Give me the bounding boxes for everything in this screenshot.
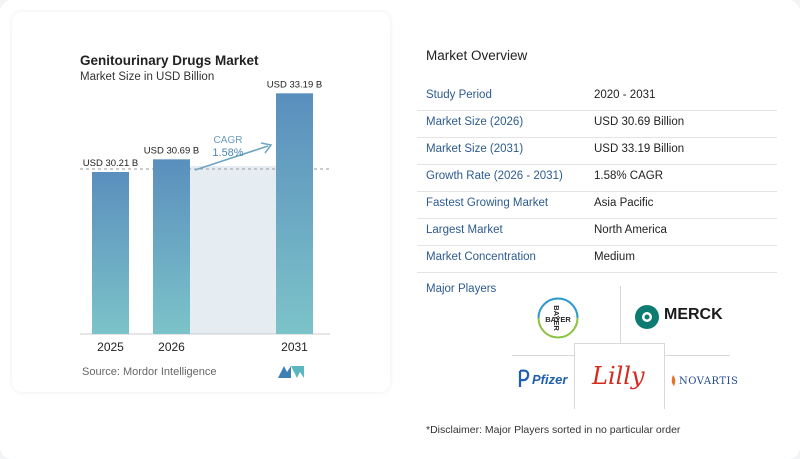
data-label-2025: USD 30.21 B xyxy=(83,158,138,169)
svg-text:BAYER: BAYER xyxy=(545,315,571,324)
row-value: USD 30.69 Billion xyxy=(594,116,685,128)
lilly-logo: Lilly xyxy=(592,362,645,390)
pfizer-logo-text: Pfizer xyxy=(532,372,568,387)
row-value: 1.58% CAGR xyxy=(594,170,664,182)
chart-title: Genitourinary Drugs Market xyxy=(80,53,259,68)
overview-row-study-period: Study Period 2020 - 2031 xyxy=(417,84,777,111)
row-key: Study Period xyxy=(426,89,492,101)
cagr-value: 1.58% xyxy=(212,147,243,159)
x-tick-2026: 2026 xyxy=(158,340,185,354)
row-key: Market Concentration xyxy=(426,251,536,263)
divider xyxy=(574,343,575,409)
cagr-arrow-line xyxy=(194,145,269,171)
merck-logo-icon xyxy=(635,305,659,329)
divider xyxy=(512,355,574,356)
divider xyxy=(664,343,665,409)
row-value: North America xyxy=(594,224,667,236)
bayer-logo-icon: BAYER BAYER xyxy=(537,297,579,339)
row-value: Asia Pacific xyxy=(594,197,654,209)
bar-chart: USD 30.21 B 2025 USD 30.69 B 2026 USD 33.19 … xyxy=(80,79,330,354)
x-tick-2031: 2031 xyxy=(281,340,308,354)
cagr-label: CAGR xyxy=(214,135,243,146)
cagr-arrow-head xyxy=(260,142,273,154)
overview-row-fastest-growing: Fastest Growing Market Asia Pacific xyxy=(417,192,777,219)
overview-row-largest-market: Largest Market North America xyxy=(417,219,777,246)
overview-row-market-size-2026: Market Size (2026) USD 30.69 Billion xyxy=(417,111,777,138)
disclaimer: *Disclaimer: Major Players sorted in no … xyxy=(426,424,681,436)
row-key: Market Size (2031) xyxy=(426,143,524,155)
chart-subtitle: Market Size in USD Billion xyxy=(80,71,215,83)
cagr-region xyxy=(190,166,276,334)
x-tick-2025: 2025 xyxy=(97,340,124,354)
overview-title: Market Overview xyxy=(426,48,528,63)
overview-row-growth-rate: Growth Rate (2026 - 2031) 1.58% CAGR xyxy=(417,165,777,192)
row-key: Largest Market xyxy=(426,224,503,236)
bar-2026 xyxy=(153,159,190,334)
svg-text:BAYER: BAYER xyxy=(552,305,561,331)
row-key: Fastest Growing Market xyxy=(426,197,549,209)
bar-2025 xyxy=(92,172,129,334)
row-value: 2020 - 2031 xyxy=(594,89,656,101)
pfizer-logo-icon xyxy=(518,369,530,387)
row-key: Growth Rate (2026 - 2031) xyxy=(426,170,563,182)
source-note: Source: Mordor Intelligence xyxy=(82,366,217,378)
merck-logo-text: MERCK xyxy=(664,306,723,323)
overview-row-market-size-2031: Market Size (2031) USD 33.19 Billion xyxy=(417,138,777,165)
divider xyxy=(620,286,621,344)
data-label-2026: USD 30.69 B xyxy=(144,145,199,156)
row-value: Medium xyxy=(594,251,635,263)
divider xyxy=(664,355,730,356)
overview-row-concentration: Market Concentration Medium xyxy=(417,246,777,273)
novartis-flame-icon xyxy=(671,375,676,386)
row-value: USD 33.19 Billion xyxy=(594,143,685,155)
row-key: Market Size (2026) xyxy=(426,116,524,128)
divider xyxy=(574,343,664,344)
bar-2031 xyxy=(276,93,313,334)
mordor-logo-icon xyxy=(278,366,304,378)
data-label-2031: USD 33.19 B xyxy=(267,79,322,90)
novartis-logo-text: NOVARTIS xyxy=(679,376,739,387)
major-players-title: Major Players xyxy=(426,283,497,295)
